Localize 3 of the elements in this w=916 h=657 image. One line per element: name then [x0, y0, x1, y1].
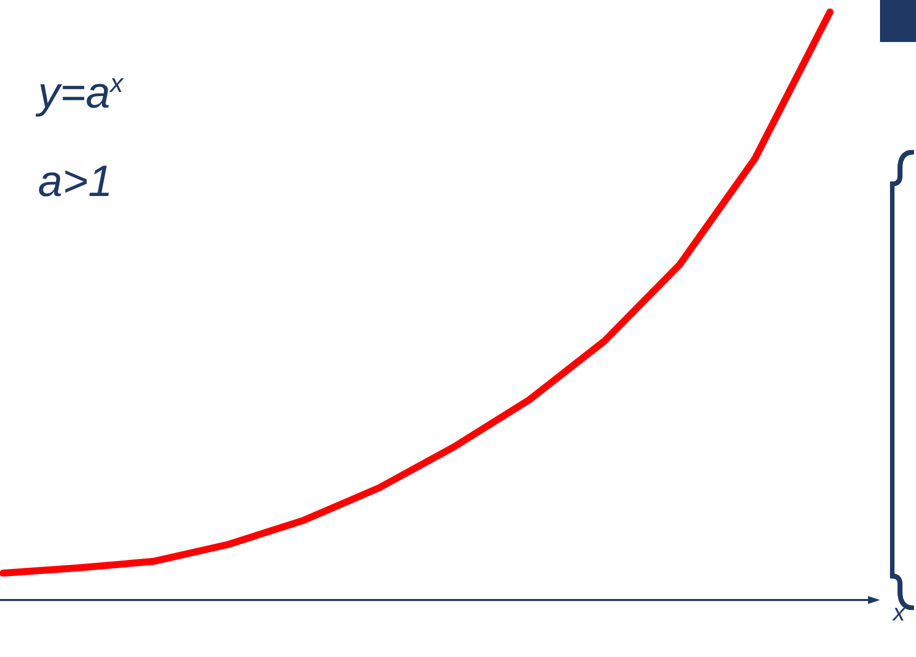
annotation: a>1	[38, 157, 113, 206]
annotation: y=a$^{x}$	[38, 68, 124, 118]
x-axis-title: x	[892, 599, 906, 626]
